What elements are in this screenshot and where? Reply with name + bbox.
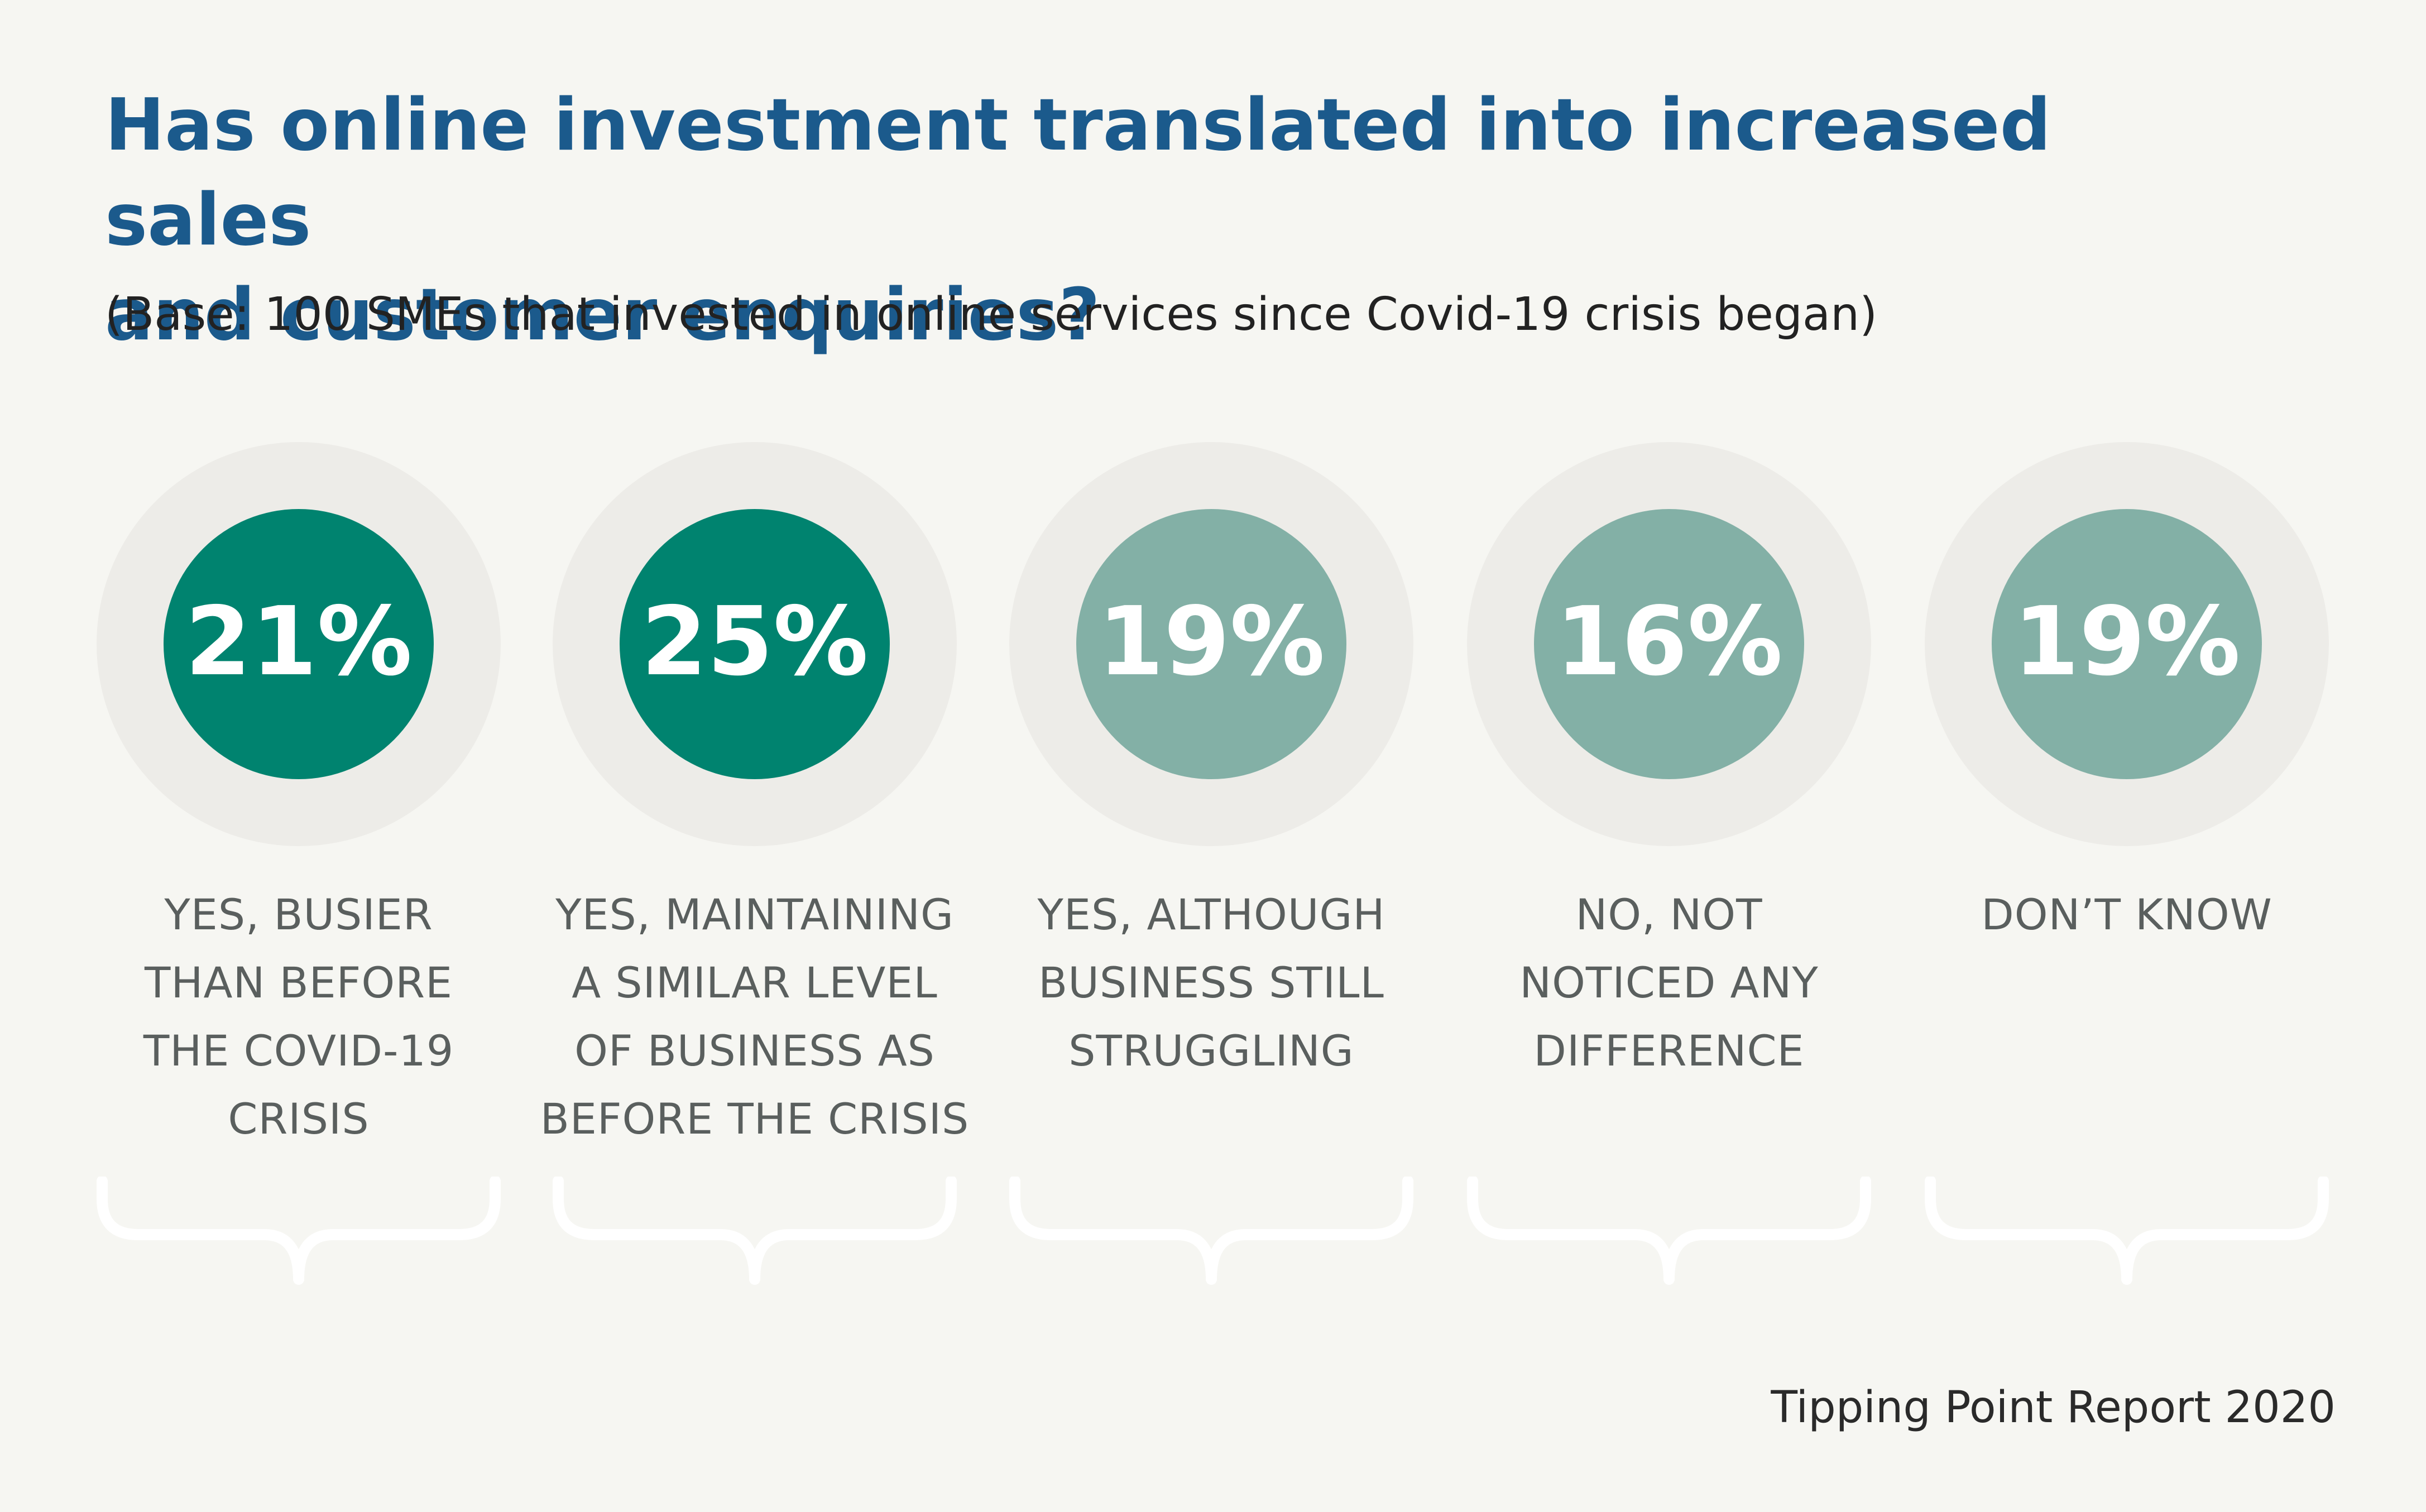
option-label-line: BEFORE THE CRISIS xyxy=(540,1094,970,1144)
curly-brace-icon xyxy=(97,1177,501,1285)
option-label-line: YES, BUSIER xyxy=(164,890,433,939)
chart-subtitle: (Base: 100 SMEs that invested in online … xyxy=(105,288,1878,341)
percentage-disc xyxy=(620,509,890,779)
option-label-line: CRISIS xyxy=(228,1094,370,1144)
option-4: 16% NO, NOT NOTICED ANY DIFFERENCE xyxy=(1440,0,1898,1512)
percentage-disc xyxy=(1534,509,1804,779)
chart-title: Has online investment translated into in… xyxy=(105,78,2282,363)
option-label-line: NO, NOT xyxy=(1575,890,1763,939)
option-label-line: YES, MAINTAINING xyxy=(555,890,954,939)
curly-brace-icon xyxy=(1009,1177,1413,1285)
option-label-line: THAN BEFORE xyxy=(144,958,453,1007)
option-label-line: YES, ALTHOUGH xyxy=(1037,890,1385,939)
percentage-value: 19% xyxy=(1097,587,1325,697)
chart-title-line-1: Has online investment translated into in… xyxy=(105,84,2051,262)
option-3: 19% YES, ALTHOUGH BUSINESS STILL STRUGGLING xyxy=(982,0,1440,1512)
source-credit: Tipping Point Report 2020 xyxy=(1771,1383,2336,1433)
curly-brace-icon xyxy=(1925,1177,2329,1285)
percentage-disc xyxy=(1992,509,2262,779)
option-label: YES, MAINTAINING A SIMILAR LEVEL OF BUSINE… xyxy=(526,881,984,1153)
percentage-disc xyxy=(164,509,434,779)
percentage-value: 25% xyxy=(641,587,869,697)
option-2: 25% YES, MAINTAINING A SIMILAR LEVEL OF BUS… xyxy=(526,0,984,1512)
chart-title-line-2: and customer enquiries? xyxy=(105,273,1100,357)
option-label: NO, NOT NOTICED ANY DIFFERENCE xyxy=(1440,881,1898,1085)
option-label-line: DIFFERENCE xyxy=(1533,1026,1805,1076)
option-label-line: THE COVID-19 xyxy=(143,1026,454,1076)
option-1: 21% YES, BUSIER THAN BEFORE THE COVID-19 CRI… xyxy=(70,0,528,1512)
percentage-value: 21% xyxy=(185,587,413,697)
percentage-value: 16% xyxy=(1555,587,1783,697)
option-5: 19% DON’T KNOW xyxy=(1898,0,2356,1512)
option-label-line: DON’T KNOW xyxy=(1981,890,2272,939)
option-label-line: NOTICED ANY xyxy=(1519,958,1819,1007)
percentage-disc xyxy=(1076,509,1346,779)
option-label: YES, BUSIER THAN BEFORE THE COVID-19 CRISIS xyxy=(70,881,528,1153)
option-label-line: STRUGGLING xyxy=(1068,1026,1354,1076)
option-label: DON’T KNOW xyxy=(1898,881,2356,949)
percentage-value: 19% xyxy=(2013,587,2241,697)
option-label-line: OF BUSINESS AS xyxy=(574,1026,935,1076)
option-label-line: BUSINESS STILL xyxy=(1038,958,1384,1007)
curly-brace-icon xyxy=(553,1177,957,1285)
curly-brace-icon xyxy=(1467,1177,1871,1285)
option-label-line: A SIMILAR LEVEL xyxy=(572,958,938,1007)
option-label: YES, ALTHOUGH BUSINESS STILL STRUGGLING xyxy=(982,881,1440,1085)
